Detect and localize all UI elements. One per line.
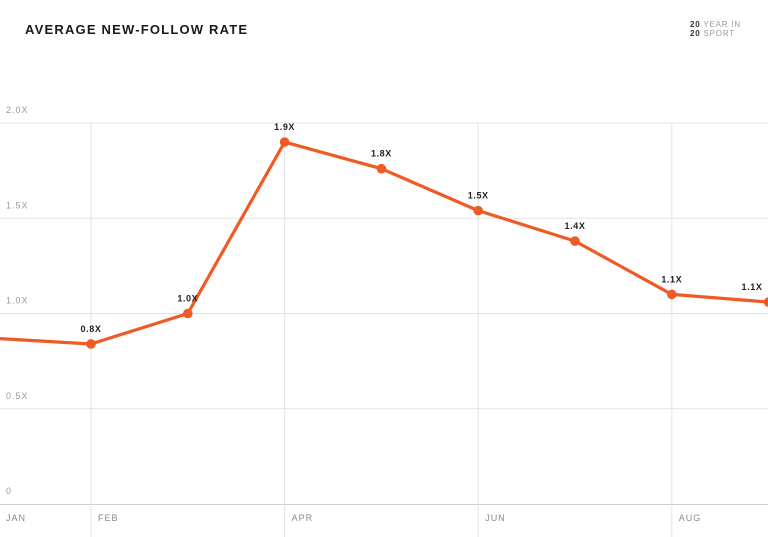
data-label: 0.8X bbox=[81, 324, 102, 334]
x-tick-label: JUN bbox=[485, 513, 506, 523]
data-label: 1.1X bbox=[661, 274, 682, 284]
chart-title: AVERAGE NEW-FOLLOW RATE bbox=[25, 22, 249, 37]
y-tick-label: 0.5X bbox=[6, 391, 29, 401]
brand-line-2-text: SPORT bbox=[703, 29, 735, 38]
data-label: 1.9X bbox=[274, 122, 295, 132]
data-label: 1.8X bbox=[371, 149, 392, 159]
data-point bbox=[570, 236, 580, 246]
data-point bbox=[183, 308, 193, 319]
x-tick-label: APR bbox=[292, 513, 314, 523]
data-point bbox=[763, 297, 768, 307]
brand-line-1-text: YEAR IN bbox=[703, 20, 741, 29]
x-tick-label: AUG bbox=[679, 513, 702, 523]
y-tick-label: 1.0X bbox=[6, 296, 29, 306]
brand-line-1-number: 20 bbox=[690, 20, 701, 29]
data-point bbox=[279, 137, 290, 147]
data-point bbox=[86, 339, 96, 349]
data-label: 1.4X bbox=[565, 221, 586, 231]
data-point bbox=[473, 205, 484, 216]
data-point bbox=[667, 289, 677, 300]
data-label: 1.1X bbox=[742, 282, 763, 292]
data-label: 1.0X bbox=[177, 294, 198, 304]
y-tick-label: 2.0X bbox=[6, 105, 29, 115]
y-tick-label: 0 bbox=[6, 486, 12, 496]
data-point bbox=[376, 163, 387, 174]
brand-logo: 20 YEAR IN 20 SPORT bbox=[690, 20, 741, 38]
x-tick-label: FEB bbox=[98, 513, 119, 523]
brand-line-1: 20 YEAR IN bbox=[690, 20, 741, 29]
data-label: 1.5X bbox=[468, 191, 489, 201]
brand-line-2-number: 20 bbox=[690, 29, 701, 38]
y-tick-label: 1.5X bbox=[6, 200, 29, 210]
x-tick-label: JAN bbox=[6, 513, 26, 523]
brand-line-2: 20 SPORT bbox=[690, 29, 741, 38]
